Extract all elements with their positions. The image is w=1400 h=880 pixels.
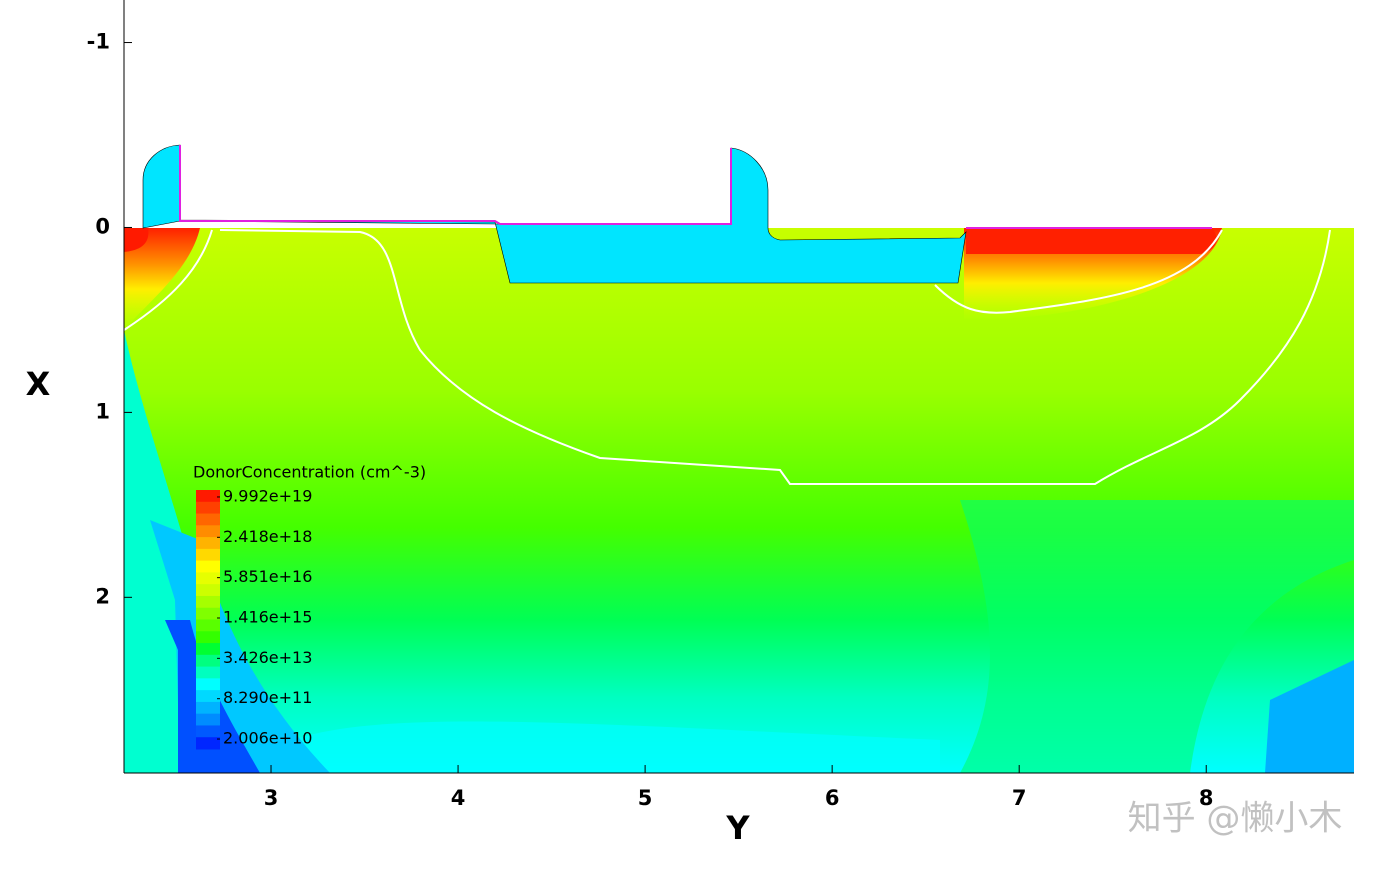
field-right-blue bbox=[1265, 660, 1354, 773]
x-tick-label: 7 bbox=[1012, 786, 1027, 810]
colorbar-label: 2.006e+10 bbox=[223, 729, 312, 748]
junction-lines bbox=[124, 229, 1331, 485]
colorbar-swatch bbox=[196, 560, 220, 573]
y-axis-title: X bbox=[26, 365, 51, 403]
colorbar-swatch bbox=[196, 701, 220, 715]
field bbox=[124, 144, 1354, 773]
colorbar-swatch bbox=[196, 725, 220, 738]
x-tick-label: 5 bbox=[638, 786, 653, 810]
x-tick-label: 6 bbox=[825, 786, 840, 810]
oxide-region bbox=[142, 144, 967, 284]
junction-line bbox=[934, 229, 1223, 314]
colorbar-swatch bbox=[196, 572, 220, 585]
gate-outline bbox=[179, 145, 732, 225]
colorbar-swatch bbox=[196, 666, 220, 679]
x-tick-label: 4 bbox=[451, 786, 466, 810]
colorbar-label: 3.426e+13 bbox=[223, 648, 312, 667]
colorbar-swatch bbox=[196, 678, 220, 691]
colorbar-label: 5.851e+16 bbox=[223, 567, 312, 586]
colorbar-swatch bbox=[196, 584, 220, 597]
colorbar-swatch bbox=[196, 548, 220, 562]
colorbar-swatch bbox=[196, 713, 220, 726]
oxide bbox=[142, 144, 967, 284]
colorbar-swatch bbox=[196, 607, 220, 620]
colorbar-label: 2.418e+18 bbox=[223, 527, 312, 546]
colorbar-swatch bbox=[196, 501, 220, 515]
colorbar-swatch bbox=[196, 619, 220, 632]
field-left-red bbox=[124, 228, 149, 252]
colorbar-swatch bbox=[196, 631, 220, 644]
colorbar-swatch bbox=[196, 690, 220, 703]
colorbar-label: 8.290e+11 bbox=[223, 688, 312, 707]
field-bottom bbox=[240, 721, 940, 773]
colorbar-swatch bbox=[196, 525, 220, 538]
field-right-red bbox=[966, 228, 1217, 254]
colorbar-swatch bbox=[196, 513, 220, 526]
x-tick-label: 8 bbox=[1199, 786, 1214, 810]
colorbar-swatch bbox=[196, 490, 220, 503]
junction-line bbox=[219, 229, 1331, 485]
y-tick-label: -1 bbox=[87, 30, 110, 54]
field-left-doping bbox=[124, 228, 200, 330]
colorbar-label: 9.992e+19 bbox=[223, 486, 312, 505]
colorbar-swatch bbox=[196, 654, 220, 668]
colorbar-label: 1.416e+15 bbox=[223, 607, 312, 626]
field-right bbox=[960, 500, 1354, 773]
colorbar-swatch bbox=[196, 537, 220, 550]
y-tick-label: 0 bbox=[95, 214, 110, 238]
colorbar-swatch bbox=[196, 595, 220, 609]
colorbar-swatch bbox=[196, 643, 220, 656]
legend-title: DonorConcentration (cm^-3) bbox=[193, 463, 426, 482]
colorbar-swatch bbox=[196, 737, 220, 750]
junction-line bbox=[124, 229, 213, 331]
x-axis-title: Y bbox=[725, 809, 750, 847]
watermark: 知乎 @懒小木 bbox=[1128, 799, 1343, 839]
x-tick-label: 3 bbox=[264, 786, 279, 810]
y-tick-label: 2 bbox=[95, 584, 110, 608]
y-tick-label: 1 bbox=[95, 399, 110, 423]
